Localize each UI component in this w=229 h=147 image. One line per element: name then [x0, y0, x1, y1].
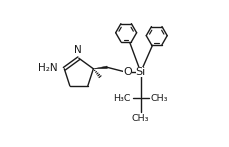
Text: CH₃: CH₃: [151, 94, 168, 103]
Polygon shape: [93, 66, 107, 69]
Text: Si: Si: [136, 67, 146, 77]
Text: N: N: [74, 45, 82, 55]
Text: O: O: [123, 67, 132, 77]
Text: H₃C: H₃C: [113, 94, 130, 103]
Text: CH₃: CH₃: [132, 113, 150, 123]
Text: H₂N: H₂N: [38, 63, 58, 73]
